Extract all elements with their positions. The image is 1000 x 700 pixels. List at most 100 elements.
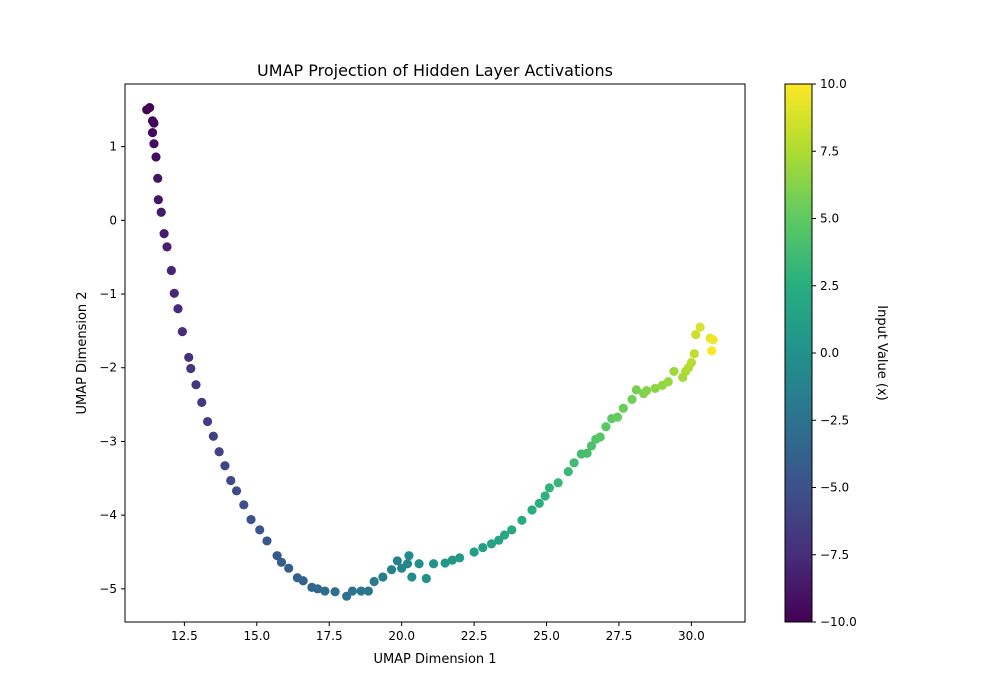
colorbar-tick-label: 2.5 — [820, 279, 839, 293]
data-point — [177, 327, 187, 337]
colorbar-tick-label: −2.5 — [820, 413, 849, 427]
data-point — [392, 556, 402, 566]
data-point — [595, 432, 605, 442]
data-point — [151, 152, 161, 162]
data-point — [402, 559, 413, 569]
data-point — [191, 380, 201, 390]
data-point — [627, 394, 637, 405]
data-point — [298, 576, 308, 586]
x-tick-label: 25.0 — [533, 629, 560, 643]
x-axis-ticks: 12.5 15.0 17.5 20.0 22.5 25.0 27.5 30.0 — [171, 622, 705, 643]
data-point — [631, 385, 641, 395]
data-point — [563, 467, 573, 477]
data-point — [428, 559, 439, 569]
data-point — [447, 555, 457, 565]
data-point — [499, 530, 510, 540]
data-point — [650, 383, 660, 393]
data-point — [414, 559, 424, 569]
data-point — [320, 586, 330, 596]
scatter-points — [142, 102, 718, 601]
data-point — [641, 385, 652, 396]
x-tick-label: 30.0 — [678, 629, 705, 643]
data-point — [691, 329, 701, 340]
data-point — [707, 346, 717, 356]
data-point — [356, 586, 366, 596]
data-point — [540, 491, 550, 501]
data-point — [173, 304, 183, 314]
data-point — [239, 500, 249, 510]
x-tick-label: 20.0 — [388, 629, 415, 643]
colorbar-ticks: 10.0 7.5 5.0 2.5 0.0 −2.5 −5.0 −7.5 −10.0 — [812, 77, 857, 629]
data-point — [255, 525, 265, 535]
data-point — [276, 557, 287, 567]
data-point — [220, 461, 230, 471]
data-point — [272, 551, 282, 561]
y-tick-label: −2 — [99, 361, 117, 375]
data-point — [369, 576, 379, 587]
data-point — [582, 448, 592, 458]
data-point — [226, 475, 236, 486]
y-tick-label: −5 — [99, 582, 117, 596]
data-point — [553, 478, 563, 488]
data-point — [184, 352, 194, 363]
data-point — [708, 335, 718, 345]
data-point — [262, 536, 272, 546]
data-point — [517, 515, 527, 525]
data-point — [284, 563, 294, 573]
data-point — [363, 586, 373, 596]
colorbar-tick-label: −5.0 — [820, 481, 849, 495]
data-point — [347, 586, 358, 596]
y-tick-label: 0 — [109, 213, 117, 227]
data-point — [153, 195, 163, 205]
data-point — [527, 505, 537, 515]
x-tick-label: 27.5 — [606, 629, 633, 643]
data-point — [455, 553, 465, 563]
colorbar-label: Input Value (x) — [874, 305, 889, 400]
data-point — [469, 547, 479, 557]
data-point — [695, 322, 705, 332]
data-point — [208, 431, 218, 441]
data-point — [478, 542, 488, 553]
data-point — [145, 102, 155, 113]
colorbar-tick-label: 5.0 — [820, 212, 839, 226]
plot-area — [124, 83, 746, 623]
data-point — [186, 363, 196, 374]
data-point — [612, 412, 623, 422]
data-point — [378, 572, 388, 582]
data-point — [159, 229, 169, 239]
data-point — [246, 514, 256, 525]
data-point — [169, 288, 179, 298]
y-axis-label: UMAP Dimension 2 — [75, 291, 90, 414]
data-point — [407, 572, 417, 582]
data-point — [601, 422, 611, 432]
chart-title: UMAP Projection of Hidden Layer Activati… — [257, 61, 613, 80]
colorbar-tick-label: −10.0 — [820, 615, 857, 629]
data-point — [147, 128, 158, 138]
y-tick-label: −3 — [99, 434, 117, 448]
data-point — [231, 486, 242, 496]
colorbar-tick-label: 0.0 — [820, 346, 839, 360]
x-axis-label: UMAP Dimension 1 — [373, 652, 496, 667]
data-point — [156, 207, 166, 217]
data-point — [689, 349, 699, 359]
data-point — [149, 118, 159, 128]
y-tick-label: −1 — [99, 287, 117, 301]
y-axis-ticks: 1 0 −1 −2 −3 −4 −5 — [99, 140, 125, 596]
data-point — [166, 265, 176, 276]
x-tick-label: 17.5 — [316, 629, 343, 643]
data-point — [686, 357, 697, 368]
data-point — [421, 573, 431, 584]
data-point — [544, 483, 555, 493]
colorbar — [784, 83, 813, 623]
data-point — [313, 584, 323, 594]
data-point — [534, 498, 544, 508]
colorbar-tick-label: −7.5 — [820, 548, 849, 562]
data-point — [507, 525, 517, 535]
data-point — [153, 173, 163, 183]
data-point — [586, 441, 597, 451]
data-point — [404, 551, 414, 561]
data-point — [197, 397, 207, 407]
colorbar-tick-label: 10.0 — [820, 77, 847, 91]
data-point — [214, 447, 224, 457]
